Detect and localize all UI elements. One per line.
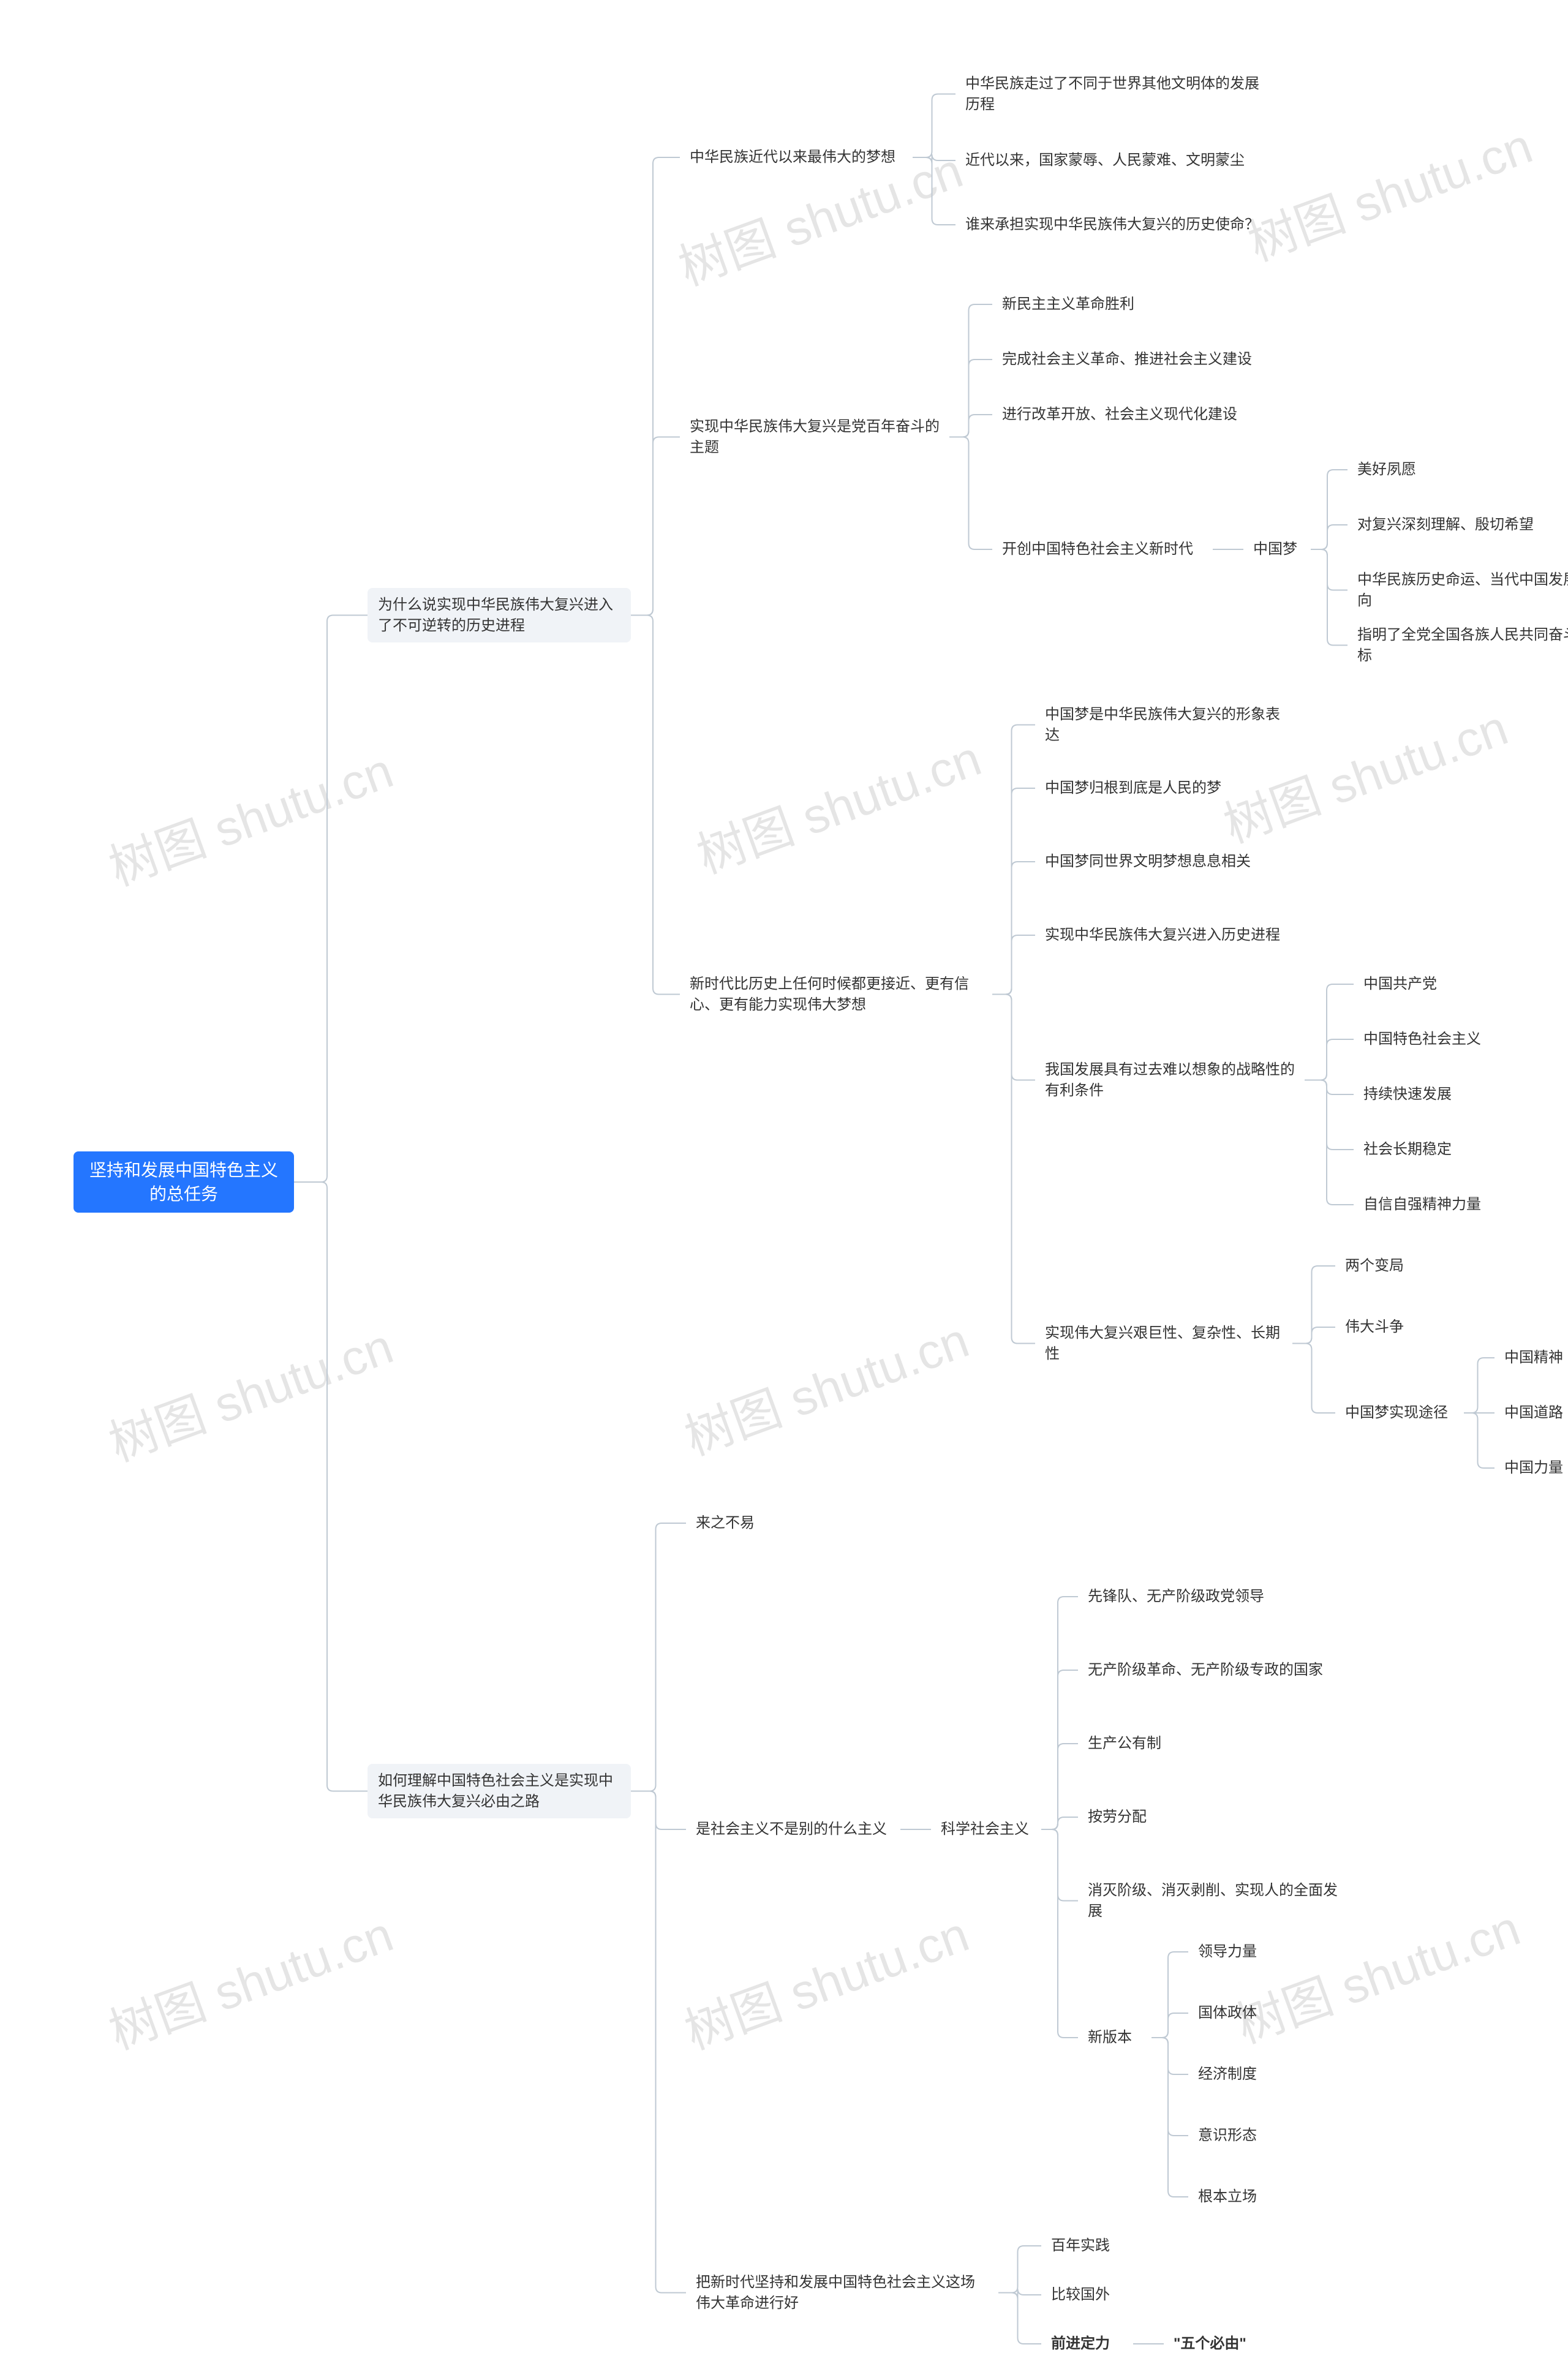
node-a2-4x-1[interactable]: 美好夙愿 <box>1348 453 1446 486</box>
node-b2x-6-4[interactable]: 意识形态 <box>1188 2119 1280 2152</box>
node-a3-5-5[interactable]: 自信自强精神力量 <box>1354 1188 1501 1221</box>
node-a2[interactable]: 实现中华民族伟大复兴是党百年奋斗的主题 <box>680 410 949 464</box>
node-a2-1[interactable]: 新民主主义革命胜利 <box>992 288 1176 321</box>
node-a3-6[interactable]: 实现伟大复兴艰巨性、复杂性、长期性 <box>1035 1317 1292 1370</box>
node-a3-6-3-1[interactable]: 中国精神 <box>1494 1341 1568 1374</box>
watermark: 树图 shutu.cn <box>98 1895 401 2063</box>
node-a3-5-4[interactable]: 社会长期稳定 <box>1354 1133 1476 1166</box>
watermark: 树图 shutu.cn <box>686 719 989 887</box>
node-a3-6-1[interactable]: 两个变局 <box>1335 1249 1427 1282</box>
node-a2-4x-4[interactable]: 指明了全党全国各族人民共同奋斗目标 <box>1348 619 1568 672</box>
node-a2-4x-3[interactable]: 中华民族历史命运、当代中国发展走向 <box>1348 563 1568 617</box>
node-b2x-2[interactable]: 无产阶级革命、无产阶级专政的国家 <box>1078 1654 1335 1687</box>
node-a3-6-3-2[interactable]: 中国道路 <box>1494 1396 1568 1429</box>
node-a2-4-cndream[interactable]: 中国梦 <box>1243 533 1311 566</box>
node-a3-5[interactable]: 我国发展具有过去难以想象的战略性的有利条件 <box>1035 1053 1305 1107</box>
node-a3-2[interactable]: 中国梦归根到底是人民的梦 <box>1035 772 1256 805</box>
node-a3-6-3[interactable]: 中国梦实现途径 <box>1335 1396 1464 1429</box>
node-a2-4x-2[interactable]: 对复兴深刻理解、殷切希望 <box>1348 508 1544 541</box>
node-a1-3[interactable]: 谁来承担实现中华民族伟大复兴的历史使命？ <box>956 208 1274 241</box>
node-b2x-4[interactable]: 按劳分配 <box>1078 1801 1170 1834</box>
node-a3-5-2[interactable]: 中国特色社会主义 <box>1354 1023 1494 1056</box>
watermark: 树图 shutu.cn <box>1237 107 1540 275</box>
watermark: 树图 shutu.cn <box>98 1307 401 1475</box>
node-a3-5-1[interactable]: 中国共产党 <box>1354 968 1464 1001</box>
node-b3-3x[interactable]: "五个必由" <box>1164 2327 1274 2360</box>
node-b2x-3[interactable]: 生产公有制 <box>1078 1727 1188 1760</box>
node-a3-6-2[interactable]: 伟大斗争 <box>1335 1311 1427 1344</box>
node-b2x-1[interactable]: 先锋队、无产阶级政党领导 <box>1078 1580 1286 1613</box>
branch-b[interactable]: 如何理解中国特色社会主义是实现中华民族伟大复兴必由之路 <box>368 1764 631 1818</box>
node-b2x-6-2[interactable]: 国体政体 <box>1188 1997 1280 2030</box>
node-a2-3[interactable]: 进行改革开放、社会主义现代化建设 <box>992 398 1262 431</box>
node-b1[interactable]: 来之不易 <box>686 1507 772 1540</box>
node-b3-2[interactable]: 比较国外 <box>1041 2278 1133 2311</box>
node-a1-1[interactable]: 中华民族走过了不同于世界其他文明体的发展历程 <box>956 67 1274 121</box>
node-a1-2[interactable]: 近代以来，国家蒙辱、人民蒙难、文明蒙尘 <box>956 144 1274 177</box>
node-b3-1[interactable]: 百年实践 <box>1041 2229 1133 2262</box>
node-a2-4[interactable]: 开创中国特色社会主义新时代 <box>992 533 1213 566</box>
watermark: 树图 shutu.cn <box>674 1895 977 2063</box>
root-node[interactable]: 坚持和发展中国特色主义的总任务 <box>74 1151 294 1213</box>
node-b3-3[interactable]: 前进定力 <box>1041 2327 1133 2360</box>
watermark: 树图 shutu.cn <box>674 1301 977 1469</box>
node-b2x-6-5[interactable]: 根本立场 <box>1188 2180 1280 2213</box>
node-b2x-5[interactable]: 消灭阶级、消灭剥削、实现人的全面发展 <box>1078 1874 1348 1927</box>
node-b2[interactable]: 是社会主义不是别的什么主义 <box>686 1813 900 1846</box>
node-b2x-6-1[interactable]: 领导力量 <box>1188 1935 1280 1968</box>
node-a3-5-3[interactable]: 持续快速发展 <box>1354 1078 1476 1111</box>
branch-a[interactable]: 为什么说实现中华民族伟大复兴进入了不可逆转的历史进程 <box>368 588 631 642</box>
node-b2x-6-3[interactable]: 经济制度 <box>1188 2058 1280 2091</box>
node-a3-1[interactable]: 中国梦是中华民族伟大复兴的形象表达 <box>1035 698 1292 751</box>
node-a3-4[interactable]: 实现中华民族伟大复兴进入历史进程 <box>1035 919 1292 952</box>
node-b2x-6[interactable]: 新版本 <box>1078 2021 1152 2054</box>
node-a2-2[interactable]: 完成社会主义革命、推进社会主义建设 <box>992 343 1262 376</box>
node-b3[interactable]: 把新时代坚持和发展中国特色社会主义这场伟大革命进行好 <box>686 2266 998 2319</box>
watermark: 树图 shutu.cn <box>98 731 401 900</box>
node-a1[interactable]: 中华民族近代以来最伟大的梦想 <box>680 141 913 174</box>
node-a3-3[interactable]: 中国梦同世界文明梦想息息相关 <box>1035 845 1280 878</box>
node-a3-6-3-3[interactable]: 中国力量 <box>1494 1452 1568 1485</box>
node-a3[interactable]: 新时代比历史上任何时候都更接近、更有信心、更有能力实现伟大梦想 <box>680 968 992 1021</box>
node-b2-sci[interactable]: 科学社会主义 <box>931 1813 1041 1846</box>
mindmap-canvas: { "canvas": { "width": 2560, "height": 3… <box>0 0 1568 2361</box>
